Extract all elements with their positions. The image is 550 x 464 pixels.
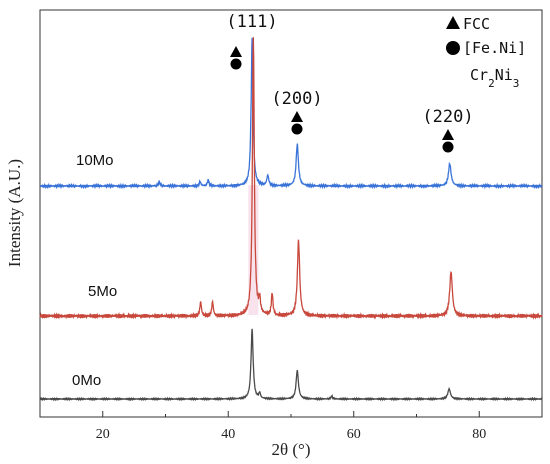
- legend-label-cr2ni3: Cr2Ni3: [470, 66, 519, 90]
- peak-label: (111): [226, 12, 277, 32]
- series-label-0Mo: 0Mo: [72, 372, 101, 389]
- series-label-10Mo: 10Mo: [76, 152, 114, 169]
- fe-ni-circle-marker: [230, 58, 242, 70]
- series-line-5Mo: [39, 37, 543, 321]
- legend-circle-icon: [446, 41, 460, 55]
- legend-triangle-icon: [446, 16, 460, 29]
- fe-ni-circle-marker: [291, 123, 303, 135]
- fcc-triangle-marker: [230, 46, 242, 57]
- series-label-5Mo: 5Mo: [88, 283, 117, 300]
- x-tick-label: 80: [472, 427, 486, 442]
- legend-label-fcc: FCC: [463, 15, 490, 33]
- x-tick-label: 20: [96, 427, 110, 442]
- fe-ni-circle-marker: [442, 141, 454, 153]
- plot-area: [39, 9, 543, 418]
- y-axis-label: Intensity (A.U.): [5, 159, 24, 267]
- fcc-triangle-marker: [442, 129, 454, 140]
- peak-label: (200): [271, 89, 322, 109]
- peak-label: (220): [422, 107, 473, 127]
- legend-label-fe-ni: [Fe.Ni]: [463, 39, 526, 57]
- x-tick-label: 60: [347, 427, 361, 442]
- fcc-triangle-marker: [291, 111, 303, 122]
- peak-highlight-band: [248, 185, 259, 315]
- series-line-10Mo: [39, 37, 543, 190]
- x-axis-label: 2θ (°): [271, 440, 310, 459]
- series-line-0Mo: [39, 328, 543, 402]
- x-tick-label: 40: [221, 427, 235, 442]
